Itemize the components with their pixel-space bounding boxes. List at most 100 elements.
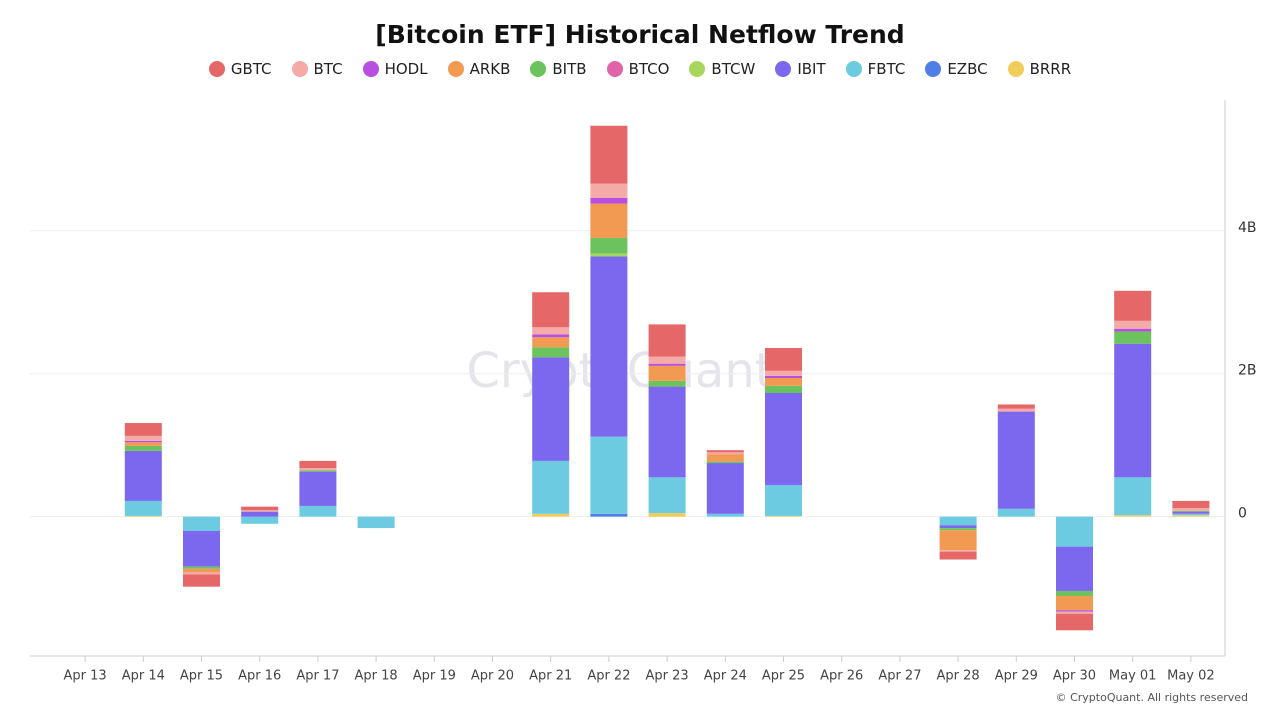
legend-item[interactable]: BITB <box>530 60 587 78</box>
bar-segment <box>1056 595 1093 611</box>
x-tick-label: May 01 <box>1109 669 1157 684</box>
bar-segment <box>124 515 162 517</box>
bar-segment <box>124 445 162 451</box>
bar-segment <box>241 511 279 517</box>
bar-segment <box>1172 510 1210 512</box>
bar-segment <box>590 183 628 198</box>
x-tick-label: Apr 25 <box>762 669 805 684</box>
bar-segment <box>299 460 337 469</box>
x-tick-label: Apr 26 <box>820 669 863 684</box>
chart-title: [Bitcoin ETF] Historical Netflow Trend <box>375 20 905 49</box>
bar-segment <box>1172 515 1210 517</box>
legend-label: BTCW <box>711 60 756 78</box>
bar-segment <box>765 385 802 394</box>
bar-segment <box>183 574 220 587</box>
legend-label: BTC <box>313 60 343 78</box>
legend-label: IBIT <box>797 60 826 78</box>
bar-segment <box>590 203 628 238</box>
legend-item[interactable]: BRRR <box>1007 60 1071 78</box>
bar-segment <box>590 253 628 257</box>
legend-item[interactable]: HODL <box>362 60 428 78</box>
y-tick-label: 4B <box>1238 220 1257 236</box>
legend-marker <box>1007 61 1024 77</box>
bar-segment <box>532 337 570 348</box>
bar-segment <box>997 404 1035 409</box>
bar-segment <box>648 477 686 514</box>
x-tick-label: Apr 21 <box>529 669 572 684</box>
legend-marker <box>530 61 547 77</box>
legend-label: HODL <box>384 60 428 78</box>
bar-segment <box>939 530 977 551</box>
bar-segment <box>183 566 220 569</box>
bar-segment <box>1114 515 1152 517</box>
y-tick-label: 2B <box>1238 363 1257 379</box>
bar-segment <box>765 347 802 371</box>
bar-segment <box>648 365 686 381</box>
bar-segment <box>1114 331 1152 344</box>
x-tick-label: Apr 18 <box>355 669 398 684</box>
x-tick-label: Apr 17 <box>296 669 339 684</box>
x-tick-label: Apr 27 <box>878 669 921 684</box>
bar-segment <box>241 506 279 511</box>
x-tick-label: Apr 28 <box>937 669 980 684</box>
legend-marker <box>291 61 308 77</box>
bar-segment <box>241 510 279 512</box>
bar-segment <box>1114 328 1152 332</box>
bar-segment <box>997 408 1035 412</box>
bar-segment <box>1056 546 1093 591</box>
legend-item[interactable]: ARKB <box>447 60 511 78</box>
legend-label: FBTC <box>867 60 906 78</box>
bar-segment <box>997 508 1035 517</box>
bar-segment <box>532 513 570 517</box>
legend-item[interactable]: IBIT <box>775 60 826 78</box>
legend-marker <box>447 61 464 77</box>
bar-segment <box>1114 343 1152 478</box>
legend-item[interactable]: GBTC <box>208 60 272 78</box>
bar-segment <box>648 380 686 387</box>
bar-segment <box>939 525 977 529</box>
legend-item[interactable]: BTC <box>291 60 343 78</box>
x-tick-label: Apr 20 <box>471 669 514 684</box>
legend-label: GBTC <box>230 60 272 78</box>
bar-segment <box>124 500 162 516</box>
bar-segment <box>939 528 977 531</box>
bar-segment <box>241 516 279 524</box>
legend-marker <box>208 61 225 77</box>
bar-segment <box>1172 500 1210 509</box>
bar-segment <box>939 550 977 552</box>
x-tick-label: Apr 30 <box>1053 669 1096 684</box>
bar-segment <box>1172 511 1210 514</box>
bar-segment <box>299 471 337 506</box>
bar-segment <box>532 460 570 514</box>
legend-label: BITB <box>552 60 587 78</box>
legend-item[interactable]: BTCO <box>606 60 669 78</box>
bar-segment <box>1172 513 1210 516</box>
bar-segment <box>532 292 570 328</box>
legend-item[interactable]: BTCW <box>689 60 755 78</box>
legend-item[interactable]: EZBC <box>925 60 988 78</box>
legend-marker <box>845 61 862 77</box>
bar-segment <box>765 375 802 378</box>
x-tick-label: Apr 14 <box>122 669 165 684</box>
bar-segment <box>124 440 162 443</box>
footer: © CryptoQuant. All rights reserved <box>1056 691 1248 704</box>
bar-segment <box>706 513 744 517</box>
legend-label: ARKB <box>469 60 511 78</box>
bar-segment <box>532 347 570 358</box>
legend-item[interactable]: FBTC <box>845 60 906 78</box>
bar-segment <box>590 256 628 437</box>
bar-segment <box>939 551 977 560</box>
bar-segment <box>532 334 570 338</box>
legend-marker <box>606 61 623 77</box>
bar-segment <box>532 327 570 335</box>
legend: GBTC BTC HODL ARKB BITB BTCO BTCW IBIT FBTC EZBC B… <box>0 60 1280 78</box>
bar-segment <box>590 436 628 514</box>
legend-marker <box>925 61 942 77</box>
bar-segment <box>939 516 977 526</box>
bar-segment <box>299 505 337 517</box>
bar-segment <box>706 450 744 453</box>
bar-segment <box>765 378 802 386</box>
x-tick-label: Apr 22 <box>587 669 630 684</box>
x-tick-label: Apr 19 <box>413 669 456 684</box>
